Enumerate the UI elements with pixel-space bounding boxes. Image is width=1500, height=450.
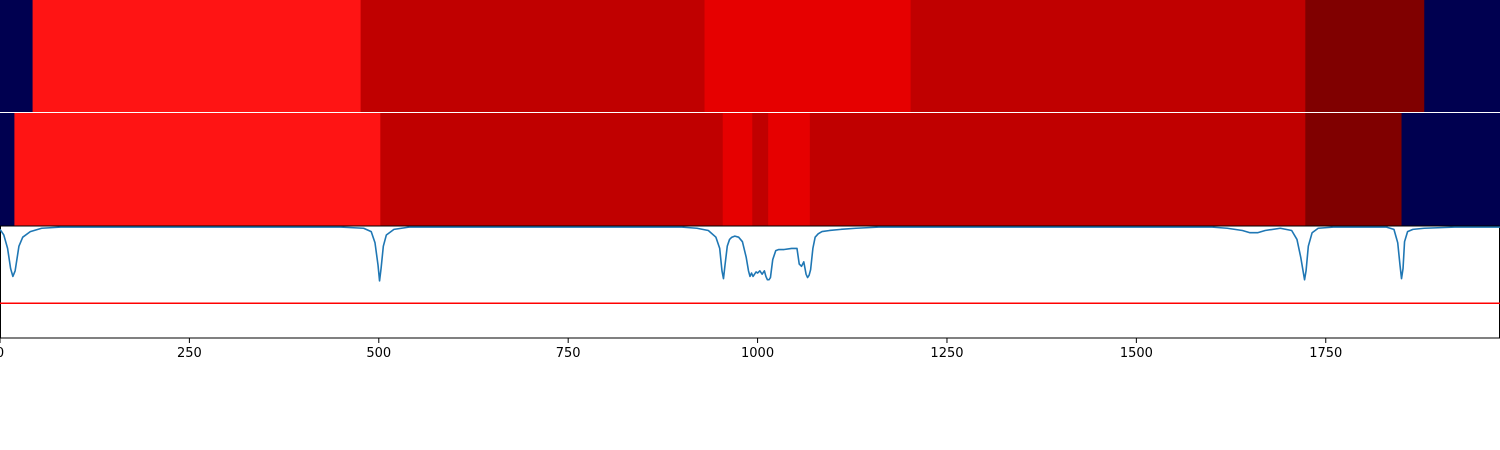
top-segmentation-strip	[0, 0, 1500, 113]
strip-1-segment-5	[768, 112, 811, 226]
strip-1-segment-7	[1305, 112, 1403, 226]
strip-0-segment-1	[32, 0, 362, 113]
strip-1-segment-8	[1401, 112, 1500, 226]
signal-line	[0, 226, 1500, 282]
x-tick-label: 1000	[741, 346, 774, 361]
signal-panel-frame	[0, 225, 1500, 339]
strip-1-segment-0	[0, 112, 15, 226]
strip-0-segment-0	[0, 0, 34, 113]
strip-1-segment-1	[14, 112, 381, 226]
strip-0-segment-2	[360, 0, 706, 113]
strip-1-segment-4	[752, 112, 769, 226]
x-tick-label: 1500	[1120, 346, 1153, 361]
strip-0-segment-3	[704, 0, 912, 113]
middle-segmentation-strip	[0, 112, 1500, 226]
x-tick-label: 250	[177, 346, 202, 361]
strip-0-segment-4	[910, 0, 1306, 113]
x-tick-label: 500	[366, 346, 391, 361]
x-tick-label: 0	[0, 346, 4, 361]
strip-0-segment-5	[1305, 0, 1425, 113]
signal-panel	[0, 225, 1500, 339]
strip-1-segment-3	[722, 112, 753, 226]
strip-0-segment-6	[1424, 0, 1500, 113]
x-axis: 0 250 500 750 1000 1250 1500 1750	[0, 338, 1342, 361]
x-tick-label: 750	[556, 346, 581, 361]
strip-1-segment-2	[380, 112, 724, 226]
strip-1-segment-6	[809, 112, 1306, 226]
x-tick-label: 1250	[930, 346, 963, 361]
x-tick-label: 1750	[1309, 346, 1342, 361]
